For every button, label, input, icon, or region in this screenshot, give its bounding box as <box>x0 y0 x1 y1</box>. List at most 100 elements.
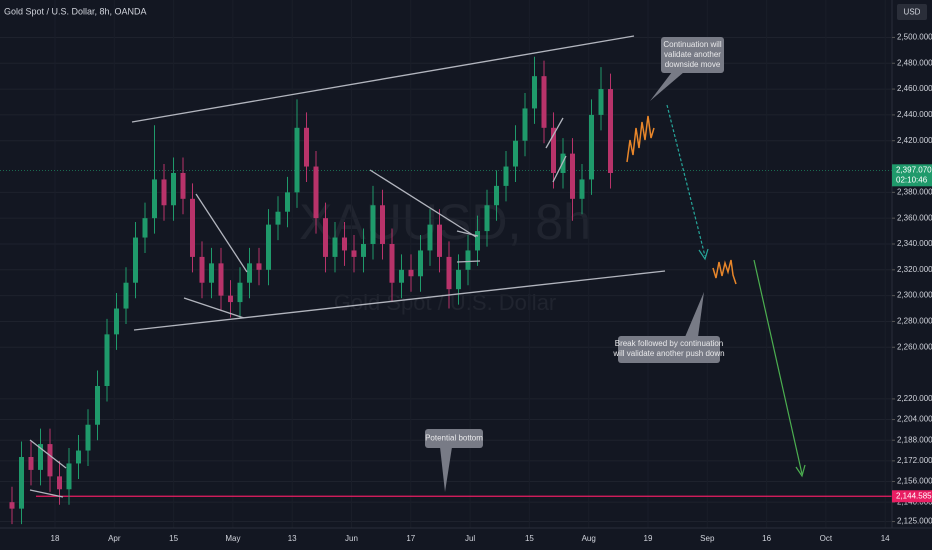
candle-body <box>266 224 271 270</box>
candle-body <box>551 127 556 173</box>
candle-body <box>209 263 214 283</box>
callout-text: Continuation will validate another downsid… <box>663 40 721 69</box>
channel-upper <box>131 35 635 123</box>
price-label: 2,144.585 <box>896 491 932 500</box>
y-tick-label: 2,300.000 <box>897 291 932 300</box>
x-tick-label: 19 <box>644 534 653 543</box>
candle-body <box>323 218 328 257</box>
y-tick-label: 2,380.000 <box>897 187 932 196</box>
x-tick-label: Sep <box>700 534 715 543</box>
projected-path <box>626 115 655 163</box>
candle-body <box>38 444 43 470</box>
chart-title: Gold Spot / U.S. Dollar, 8h, OANDA <box>4 6 147 16</box>
candle-body <box>380 205 385 244</box>
x-tick-label: 17 <box>406 534 415 543</box>
arrow <box>753 259 803 475</box>
candle-body <box>180 172 186 199</box>
x-tick-label: Jun <box>345 534 358 543</box>
arrow-head <box>795 464 806 478</box>
y-tick-label: 2,500.000 <box>897 33 932 42</box>
callout-pointer <box>650 72 684 101</box>
projection <box>626 104 806 478</box>
candle-body <box>513 140 518 167</box>
trendline <box>29 489 64 498</box>
candle-body <box>199 256 205 283</box>
y-tick-label: 2,156.000 <box>897 477 932 486</box>
candle-body <box>28 456 34 470</box>
watermark-subtitle: Gold Spot / U.S. Dollar <box>334 290 557 315</box>
y-tick-label: 2,280.000 <box>897 317 932 326</box>
x-tick-label: 13 <box>288 534 297 543</box>
candle-body <box>190 198 195 257</box>
y-tick-label: 2,360.000 <box>897 213 932 222</box>
candle-body <box>294 127 300 193</box>
candle-body <box>389 243 395 283</box>
callout-pointer <box>440 447 452 492</box>
candle-body <box>370 205 376 244</box>
candle-body <box>57 476 62 490</box>
currency-button[interactable] <box>897 4 927 20</box>
candle-body <box>19 456 24 509</box>
projected-path <box>712 259 737 285</box>
drawings <box>29 35 666 498</box>
arrow-head <box>698 248 709 261</box>
trendline <box>456 260 481 263</box>
x-tick-label: Oct <box>820 534 833 543</box>
candle-body <box>123 282 129 309</box>
candle-body <box>275 211 281 225</box>
callout-line: Break followed by continuation <box>615 339 724 348</box>
currency[interactable]: USD <box>904 8 921 17</box>
candle-body <box>76 450 81 464</box>
candle-body <box>579 179 585 199</box>
callout: Break followed by continuation will valid… <box>612 292 725 363</box>
callout-line: Continuation will <box>663 40 721 49</box>
y-tick-label: 2,220.000 <box>897 394 932 403</box>
x-tick-label: 16 <box>762 534 771 543</box>
candle-body <box>446 256 452 290</box>
trendline <box>552 155 567 183</box>
candle-body <box>114 308 119 335</box>
candle-body <box>408 269 414 277</box>
callout-text: Break followed by continuation will valid… <box>612 339 724 358</box>
y-tick-label: 2,204.000 <box>897 415 932 424</box>
candle-body <box>589 114 594 180</box>
callout-box <box>661 37 724 73</box>
candle-body <box>152 179 157 219</box>
y-tick-label: 2,440.000 <box>897 110 932 119</box>
y-tick-label: 2,125.000 <box>897 517 932 526</box>
candle-body <box>456 269 461 290</box>
candle-body <box>608 89 613 173</box>
candle-body <box>313 166 319 219</box>
candle-body <box>85 424 91 451</box>
candle-body <box>465 250 471 270</box>
trendline <box>195 193 248 273</box>
x-tick-label: 18 <box>51 534 60 543</box>
callout-box <box>618 336 720 363</box>
callout-text: Potential bottom <box>425 434 483 443</box>
candle-body <box>532 76 537 109</box>
callout-line: validate another <box>664 50 721 59</box>
y-tick-label: 2,260.000 <box>897 342 932 351</box>
candle-body <box>47 444 53 477</box>
candle-body <box>304 127 309 167</box>
candle-body <box>598 89 604 115</box>
candle-body <box>9 502 15 509</box>
x-tick-label: Aug <box>582 534 596 543</box>
candle-body <box>541 76 547 128</box>
y-tick-label: 2,320.000 <box>897 265 932 274</box>
callout: Potential bottom <box>425 429 483 492</box>
y-tick-label: 2,480.000 <box>897 58 932 67</box>
x-tick-label: May <box>225 534 240 543</box>
x-tick-label: 15 <box>525 534 534 543</box>
y-tick-label: 2,460.000 <box>897 84 932 93</box>
price-axis-panel <box>892 0 932 550</box>
candle-body <box>218 263 224 296</box>
trendline <box>545 117 564 149</box>
candle-body <box>522 108 528 141</box>
trendline <box>369 169 477 238</box>
trendline <box>183 297 245 319</box>
y-tick-label: 2,188.000 <box>897 435 932 444</box>
candle-body <box>418 250 423 277</box>
